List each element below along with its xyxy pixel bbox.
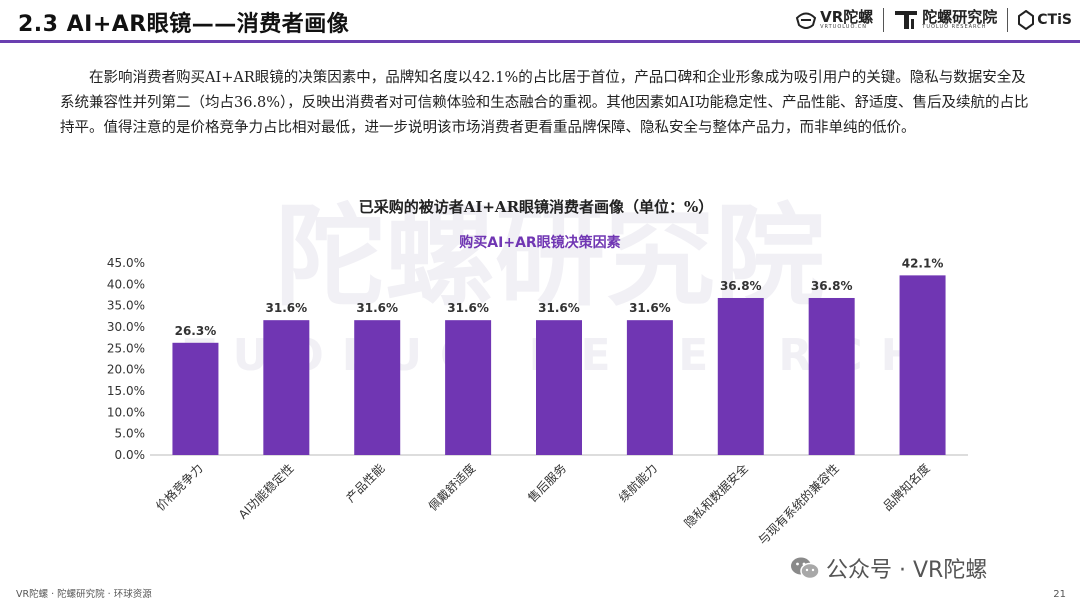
tl-logo-icon xyxy=(895,11,918,29)
logo-divider xyxy=(883,8,885,32)
x-tick-label: 售后服务 xyxy=(525,461,570,506)
x-tick-label: 品牌知名度 xyxy=(880,461,933,514)
x-tick-label: 隐私和数据安全 xyxy=(681,461,751,531)
data-label: 42.1% xyxy=(902,256,944,270)
y-tick-label: 40.0% xyxy=(107,277,145,291)
wechat-text: 公众号 · VR陀螺 xyxy=(826,558,988,583)
bar xyxy=(717,297,764,455)
bar xyxy=(536,320,582,455)
page-number: 21 xyxy=(1053,589,1066,600)
y-tick-label: 20.0% xyxy=(107,363,145,377)
bar xyxy=(263,320,310,455)
research-logo-text: 陀螺研究院 xyxy=(922,8,998,26)
data-label: 36.8% xyxy=(811,279,853,293)
x-tick-label: 产品性能 xyxy=(343,461,387,505)
x-tick-label: 佩戴舒适度 xyxy=(425,461,478,514)
y-tick-label: 5.0% xyxy=(115,427,146,441)
y-axis: 0.0% 5.0% 10.0% 15.0% 20.0% 25.0% 30.0% 35.0% 40… xyxy=(107,256,145,462)
research-logo-sub: TUOLUO RESEARCH xyxy=(922,24,987,30)
section-title: 2.3 AI+AR眼镜——消费者画像 xyxy=(18,12,350,37)
chart-title: 已采购的被访者AI+AR眼镜消费者画像（单位：%） xyxy=(359,198,714,216)
helmet-icon xyxy=(795,12,817,29)
x-tick-label: AI功能稳定性 xyxy=(235,461,296,522)
header-bar: 2.3 AI+AR眼镜——消费者画像 VR陀螺 VRTUOLUO.CN 陀螺研究… xyxy=(0,0,1080,43)
data-label: 31.6% xyxy=(356,301,398,315)
y-tick-label: 15.0% xyxy=(107,384,145,398)
data-label: 31.6% xyxy=(538,301,580,315)
bar-chart: 已采购的被访者AI+AR眼镜消费者画像（单位：%） 购买AI+AR眼镜决策因素 … xyxy=(107,198,968,548)
wechat-watermark: 公众号 · VR陀螺 xyxy=(790,552,987,584)
logo-divider xyxy=(1007,8,1009,32)
ctis-logo: CTiS xyxy=(1018,10,1072,30)
vr-logo: VR陀螺 VRTUOLUO.CN xyxy=(795,9,873,31)
bar xyxy=(172,342,219,455)
y-tick-label: 45.0% xyxy=(107,256,145,270)
data-label: 31.6% xyxy=(266,301,308,315)
research-logo: 陀螺研究院 TUOLUO RESEARCH xyxy=(894,9,997,31)
bar xyxy=(808,297,855,455)
x-tick-label: 与现有系统的兼容性 xyxy=(755,461,842,548)
data-label: 31.6% xyxy=(447,301,489,315)
vr-logo-text: VR陀螺 xyxy=(820,8,874,26)
ctis-logo-text: CTiS xyxy=(1037,12,1072,28)
data-label: 31.6% xyxy=(629,301,671,315)
bar xyxy=(445,320,492,455)
bar xyxy=(354,320,401,455)
bar xyxy=(899,275,946,455)
intro-paragraph: 在影响消费者购买AI+AR眼镜的决策因素中，品牌知名度以42.1%的占比居于首位… xyxy=(60,70,1029,136)
value-labels: 26.3% 31.6% 31.6% 31.6% 31.6% 31.6% 36.8% 36.8%… xyxy=(175,256,944,337)
y-tick-label: 10.0% xyxy=(107,405,145,419)
y-tick-label: 0.0% xyxy=(115,448,146,462)
x-axis: 价格竞争力 AI功能稳定性 产品性能 佩戴舒适度 售后服务 续航能力 隐私和数据安全 与现有系… xyxy=(153,461,933,548)
x-tick-label: 续航能力 xyxy=(615,461,660,506)
data-label: 26.3% xyxy=(175,324,217,338)
bar xyxy=(626,320,673,455)
footer-source: VR陀螺 · 陀螺研究院 · 环球资源 xyxy=(16,589,152,600)
ctis-mark-icon xyxy=(1018,10,1035,30)
y-tick-label: 30.0% xyxy=(107,320,145,334)
wechat-icon xyxy=(791,557,820,580)
logo-group: VR陀螺 VRTUOLUO.CN 陀螺研究院 TUOLUO RESEARCH C… xyxy=(785,6,1072,34)
vr-logo-sub: VRTUOLUO.CN xyxy=(820,24,868,30)
bar-series xyxy=(172,275,946,455)
y-tick-label: 25.0% xyxy=(107,341,145,355)
x-tick-label: 价格竞争力 xyxy=(153,461,206,514)
y-tick-label: 35.0% xyxy=(107,299,145,313)
chart-subtitle: 购买AI+AR眼镜决策因素 xyxy=(459,234,620,251)
data-label: 36.8% xyxy=(720,279,762,293)
